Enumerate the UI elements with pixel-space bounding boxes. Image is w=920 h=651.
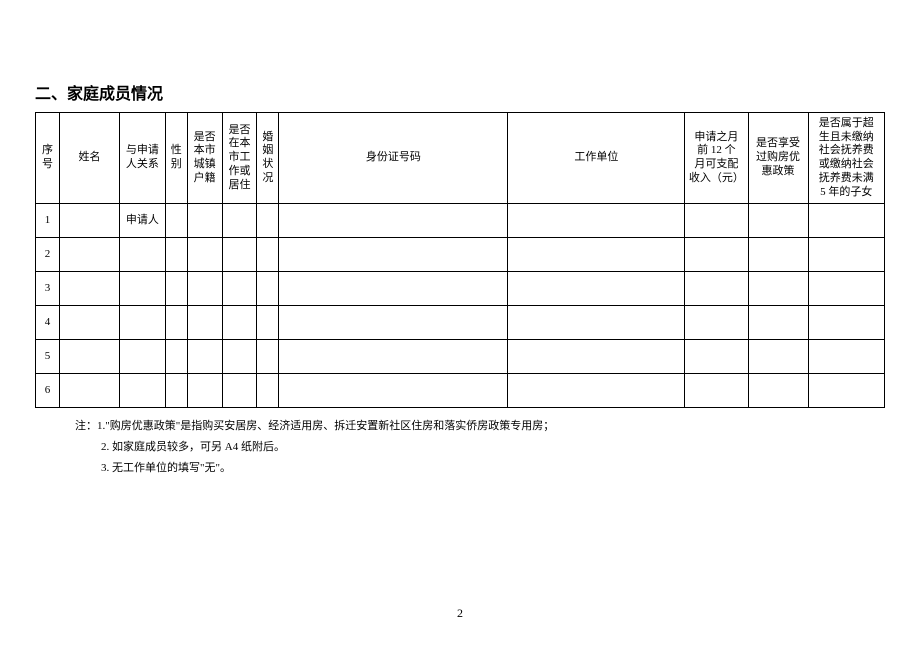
table-cell bbox=[222, 306, 257, 340]
table-cell bbox=[279, 272, 508, 306]
table-cell bbox=[279, 306, 508, 340]
table-cell bbox=[165, 340, 187, 374]
column-header: 性 别 bbox=[165, 113, 187, 204]
table-cell: 5 bbox=[36, 340, 60, 374]
table-cell: 1 bbox=[36, 204, 60, 238]
table-row: 5 bbox=[36, 340, 885, 374]
column-header: 婚 姻 状 况 bbox=[257, 113, 279, 204]
table-cell bbox=[508, 272, 685, 306]
column-header: 与申请 人关系 bbox=[120, 113, 166, 204]
column-header: 是否享受 过购房优 惠政策 bbox=[748, 113, 808, 204]
table-cell: 3 bbox=[36, 272, 60, 306]
table-cell bbox=[120, 374, 166, 408]
table-cell bbox=[187, 238, 222, 272]
column-header: 是否属于超 生且未缴纳 社会抚养费 或缴纳社会 抚养费未满 5 年的子女 bbox=[808, 113, 884, 204]
table-cell bbox=[222, 204, 257, 238]
table-cell bbox=[120, 238, 166, 272]
column-header: 身份证号码 bbox=[279, 113, 508, 204]
column-header: 工作单位 bbox=[508, 113, 685, 204]
table-cell bbox=[60, 306, 120, 340]
table-cell bbox=[60, 238, 120, 272]
family-members-table: 序 号姓名与申请 人关系性 别是否 本市 城镇 户籍是否 在本 市工 作或 居住… bbox=[35, 112, 885, 408]
table-row: 4 bbox=[36, 306, 885, 340]
table-cell bbox=[808, 272, 884, 306]
table-cell bbox=[222, 340, 257, 374]
table-cell bbox=[257, 340, 279, 374]
table-cell bbox=[279, 204, 508, 238]
table-cell bbox=[60, 340, 120, 374]
table-row: 2 bbox=[36, 238, 885, 272]
table-cell bbox=[808, 204, 884, 238]
table-cell bbox=[165, 272, 187, 306]
table-cell bbox=[808, 374, 884, 408]
table-cell bbox=[508, 340, 685, 374]
table-cell bbox=[120, 272, 166, 306]
table-cell bbox=[165, 238, 187, 272]
table-cell: 2 bbox=[36, 238, 60, 272]
table-cell bbox=[508, 204, 685, 238]
table-cell bbox=[165, 306, 187, 340]
table-cell bbox=[508, 306, 685, 340]
table-cell bbox=[685, 340, 748, 374]
column-header: 是否 本市 城镇 户籍 bbox=[187, 113, 222, 204]
table-row: 6 bbox=[36, 374, 885, 408]
table-cell bbox=[120, 306, 166, 340]
table-cell bbox=[748, 306, 808, 340]
table-cell bbox=[685, 204, 748, 238]
table-cell bbox=[187, 340, 222, 374]
column-header: 姓名 bbox=[60, 113, 120, 204]
table-cell bbox=[60, 272, 120, 306]
page-number: 2 bbox=[0, 606, 920, 621]
table-cell bbox=[257, 374, 279, 408]
table-cell bbox=[187, 306, 222, 340]
table-cell bbox=[257, 238, 279, 272]
table-cell bbox=[257, 306, 279, 340]
table-cell bbox=[685, 272, 748, 306]
column-header: 是否 在本 市工 作或 居住 bbox=[222, 113, 257, 204]
column-header: 申请之月 前 12 个 月可支配 收入（元） bbox=[685, 113, 748, 204]
table-cell bbox=[60, 204, 120, 238]
table-cell bbox=[279, 374, 508, 408]
table-cell bbox=[257, 204, 279, 238]
table-cell bbox=[187, 272, 222, 306]
table-cell bbox=[120, 340, 166, 374]
table-cell bbox=[748, 204, 808, 238]
table-cell: 申请人 bbox=[120, 204, 166, 238]
table-cell bbox=[748, 272, 808, 306]
footnote-line: 注：1."购房优惠政策"是指购买安居房、经济适用房、拆迁安置新社区住房和落实侨房… bbox=[75, 416, 885, 437]
section-title: 二、家庭成员情况 bbox=[35, 80, 885, 104]
table-cell bbox=[222, 374, 257, 408]
table-cell bbox=[748, 340, 808, 374]
table-cell bbox=[685, 306, 748, 340]
table-cell bbox=[685, 238, 748, 272]
table-cell bbox=[222, 238, 257, 272]
table-cell bbox=[748, 374, 808, 408]
table-cell bbox=[685, 374, 748, 408]
footnotes: 注：1."购房优惠政策"是指购买安居房、经济适用房、拆迁安置新社区住房和落实侨房… bbox=[75, 416, 885, 479]
table-cell bbox=[279, 340, 508, 374]
table-row: 1 申请人 bbox=[36, 204, 885, 238]
table-cell bbox=[257, 272, 279, 306]
footnote-line: 2. 如家庭成员较多，可另 A4 纸附后。 bbox=[101, 437, 885, 458]
footnote-line: 3. 无工作单位的填写"无"。 bbox=[101, 458, 885, 479]
table-cell bbox=[279, 238, 508, 272]
table-cell: 4 bbox=[36, 306, 60, 340]
table-cell bbox=[60, 374, 120, 408]
table-cell bbox=[508, 238, 685, 272]
table-cell bbox=[165, 204, 187, 238]
column-header: 序 号 bbox=[36, 113, 60, 204]
table-cell: 6 bbox=[36, 374, 60, 408]
table-header-row: 序 号姓名与申请 人关系性 别是否 本市 城镇 户籍是否 在本 市工 作或 居住… bbox=[36, 113, 885, 204]
table-row: 3 bbox=[36, 272, 885, 306]
table-cell bbox=[508, 374, 685, 408]
table-cell bbox=[748, 238, 808, 272]
table-cell bbox=[808, 340, 884, 374]
table-cell bbox=[187, 374, 222, 408]
table-cell bbox=[165, 374, 187, 408]
table-cell bbox=[808, 306, 884, 340]
table-cell bbox=[808, 238, 884, 272]
table-cell bbox=[187, 204, 222, 238]
table-cell bbox=[222, 272, 257, 306]
